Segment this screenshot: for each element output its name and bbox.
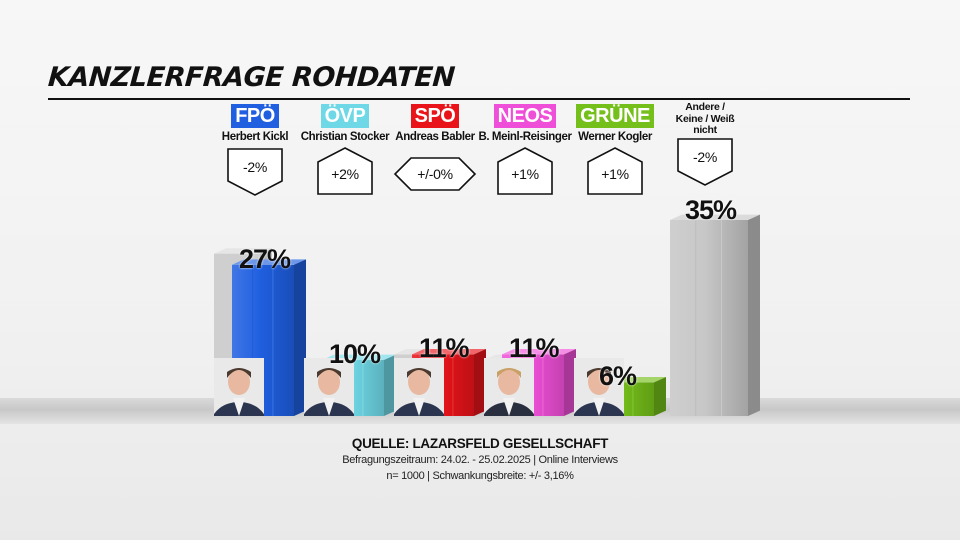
- change-value: -2%: [243, 159, 267, 175]
- other-label: Andere / Keine / Weiß nicht: [675, 101, 735, 136]
- change-indicator-up: [497, 147, 553, 195]
- value-bar: [670, 214, 760, 416]
- party-label: ÖVP: [295, 104, 395, 128]
- party-label: NEOS: [475, 104, 575, 128]
- change-indicator-up: [317, 147, 373, 195]
- candidate-name: Andreas Babler: [395, 131, 475, 143]
- bar-column-0: FPÖ Herbert Kickl -2%: [205, 0, 305, 540]
- candidate-photo: [574, 358, 624, 416]
- party-label: GRÜNE: [565, 104, 665, 128]
- sample-info: n= 1000 | Schwankungsbreite: +/- 3,16%: [386, 470, 574, 482]
- value-label: 35%: [685, 195, 737, 225]
- source-label: QUELLE: LAZARSFELD GESELLSCHAFT: [351, 436, 609, 451]
- party-name: SPÖ: [410, 104, 460, 128]
- candidate-name: B. Meinl-Reisinger: [478, 131, 572, 143]
- change-indicator-down: [227, 148, 283, 196]
- change-indicator-neutral: [393, 157, 477, 191]
- candidate-photo: [394, 358, 444, 416]
- candidate-name: Christian Stocker: [300, 131, 390, 143]
- bar-column-2: SPÖ Andreas Babler +/-0%: [385, 0, 485, 540]
- value-label: 27%: [239, 243, 291, 274]
- candidate-name: Herbert Kickl: [221, 131, 289, 143]
- bar-column-5: Andere / Keine / Weiß nicht -2%: [655, 0, 755, 540]
- candidate-photo: [214, 358, 264, 416]
- party-label: FPÖ: [205, 104, 305, 128]
- change-value: +1%: [511, 166, 539, 182]
- change-indicator-up: [587, 147, 643, 195]
- bar-graphic: [484, 349, 576, 416]
- bar-graphic: [304, 354, 396, 416]
- change-indicator-down: [677, 138, 733, 186]
- party-name: FPÖ: [231, 104, 279, 128]
- party-name: ÖVP: [320, 104, 370, 128]
- change-value: +/-0%: [417, 166, 453, 182]
- bar-column-1: ÖVP Christian Stocker +2%: [295, 0, 395, 540]
- candidate-name: Werner Kogler: [578, 131, 652, 143]
- change-value: -2%: [693, 149, 717, 165]
- value-label: 11%: [419, 333, 470, 364]
- bar-column-3: NEOS B. Meinl-Reisinger +1%: [475, 0, 575, 540]
- change-value: +2%: [331, 166, 359, 182]
- value-label: 6%: [599, 361, 637, 392]
- value-label: 11%: [509, 333, 560, 364]
- title-underline: [48, 98, 910, 100]
- party-name: GRÜNE: [576, 104, 654, 128]
- bar-graphic: [670, 214, 760, 416]
- bar-column-4: GRÜNE Werner Kogler +1%: [565, 0, 665, 540]
- bar-graphic: [574, 358, 666, 416]
- party-label: SPÖ: [385, 104, 485, 128]
- candidate-photo: [484, 358, 534, 416]
- value-label: 10%: [329, 339, 381, 369]
- change-value: +1%: [601, 166, 629, 182]
- bar-graphic: [394, 349, 486, 416]
- candidate-photo: [304, 358, 354, 416]
- survey-period: Befragungszeitraum: 24.02. - 25.02.2025 …: [342, 454, 618, 466]
- bar-graphic: [214, 248, 306, 416]
- party-name: NEOS: [493, 104, 557, 128]
